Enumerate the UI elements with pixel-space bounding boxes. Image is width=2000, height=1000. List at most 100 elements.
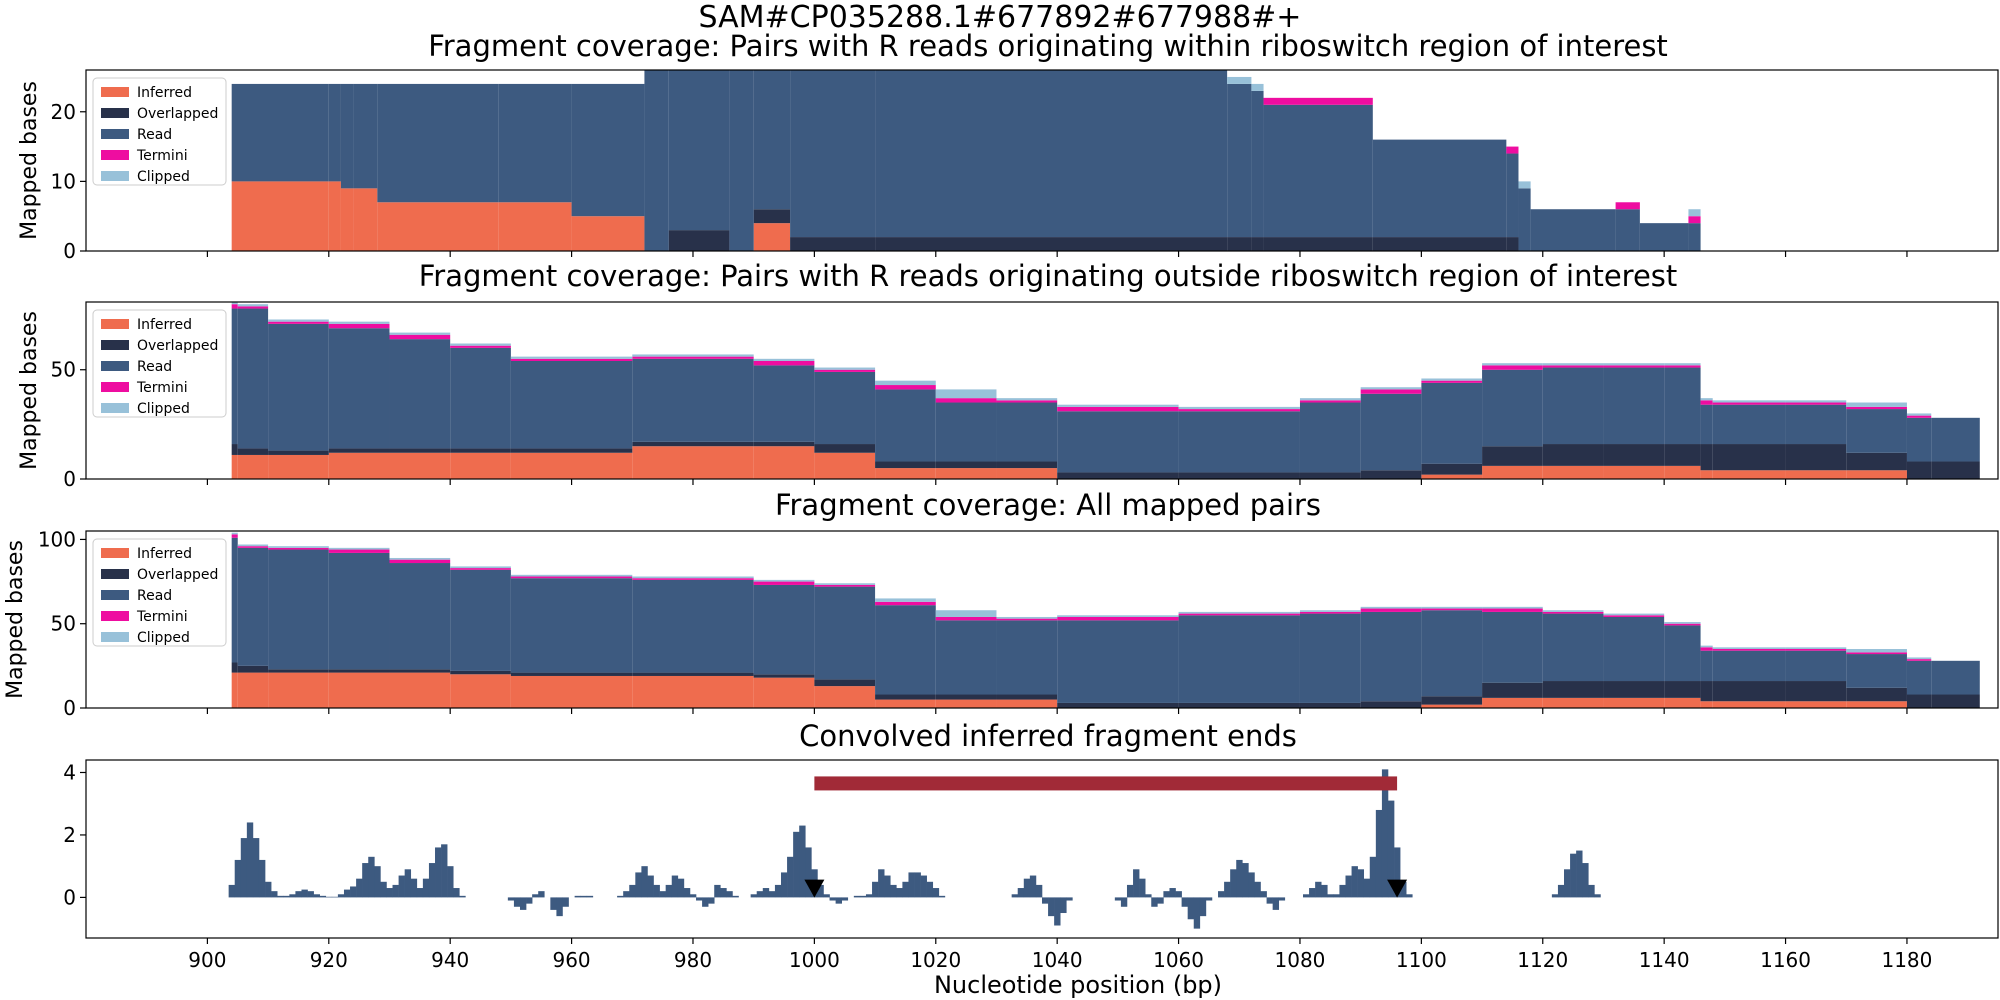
step-clipped-990 [753,358,815,361]
conv-bar-922 [337,894,345,898]
conv-bar-973 [647,875,654,898]
step-overlapped-1092 [1372,237,1507,251]
step-read-924 [353,83,378,189]
conv-bar-1075 [1266,897,1273,904]
step-read-1146 [1700,404,1713,445]
y-tick-label: 50 [51,612,76,636]
step-inferred-922 [340,188,354,251]
conv-bar-1083 [1315,881,1322,898]
step-overlapped-1140 [1664,444,1701,466]
conv-bar-1051 [1120,897,1128,907]
conv-bar-995 [780,872,788,898]
step-termini-990 [753,581,815,585]
step-termini-1146 [1700,647,1713,651]
conv-bar-1053 [1133,869,1140,898]
step-overlapped-1020 [935,694,997,700]
step-overlapped-1120 [1542,681,1604,698]
step-clipped-905 [237,304,269,307]
step-termini-1030 [996,400,1058,403]
x-tick-label: 1080 [1275,948,1326,972]
step-clipped-910 [268,319,329,322]
step-read-1100 [1421,610,1483,697]
step-overlapped-1040 [1057,702,1179,708]
step-termini-970 [632,356,754,359]
step-termini-1140 [1664,365,1701,368]
step-inferred-910 [268,454,329,479]
conv-bar-929 [380,881,387,898]
conv-bar-991 [756,891,764,898]
step-inferred-904 [231,181,329,251]
y-axis-label: Mapped bases [17,81,42,240]
region-bar [814,776,1398,791]
step-termini-920 [328,323,390,329]
conv-bar-1036 [1029,875,1037,898]
conv-bar-934 [410,878,418,898]
conv-bar-1001 [817,884,824,898]
step-clipped-1100 [1421,378,1483,381]
conv-bar-950 [507,897,515,901]
panel-title: Fragment coverage: Pairs with R reads or… [419,259,1678,293]
step-overlapped-1146 [1700,681,1713,702]
axes-frame [85,530,1999,709]
conv-bar-981 [696,897,703,901]
conv-bar-909 [258,859,266,898]
legend-label-overlapped: Overlapped [137,106,218,122]
conv-bar-984 [714,884,721,898]
step-termini-930 [389,559,451,564]
conv-bar-908 [252,838,260,898]
conv-bar-993 [768,891,776,898]
step-read-1068 [1227,83,1252,238]
conv-bar-937 [428,863,436,898]
step-clipped-1120 [1542,610,1604,612]
step-clipped-1000 [814,583,876,585]
marker-triangle-2 [1387,879,1408,898]
legend: Inferred Overlapped Read Termini Clipped [92,309,227,418]
conv-bar-957 [550,897,557,910]
step-read-904 [231,537,238,663]
step-overlapped-1010 [875,694,936,700]
step-inferred-1148 [1712,470,1786,479]
conv-bar-935 [416,888,424,898]
step-termini-950 [510,358,633,361]
conv-bar-980 [689,894,697,898]
step-overlapped-905 [237,448,269,455]
y-tick-label: 2 [63,823,76,847]
y-tick-label: 4 [63,760,76,784]
conv-bar-1095 [1387,800,1395,898]
step-inferred-1148 [1712,701,1786,708]
step-overlapped-1000 [814,444,876,453]
legend-swatch-clipped [101,403,129,413]
step-read-1090 [1360,611,1422,702]
conv-bar-1128 [1588,884,1595,898]
step-clipped-930 [389,332,451,335]
conv-bar-931 [392,884,399,898]
step-inferred-1000 [814,452,876,479]
step-inferred-920 [328,452,390,479]
step-overlapped-1030 [996,461,1058,469]
legend-swatch-read [101,129,129,139]
step-termini-970 [632,578,754,580]
conv-bar-1033 [1011,894,1019,898]
conv-bar-1059 [1169,888,1176,898]
conv-bar-1037 [1035,884,1043,898]
step-read-950 [510,361,633,449]
step-overlapped-950 [510,448,633,453]
step-clipped-1030 [996,398,1058,401]
step-termini-1100 [1421,608,1483,611]
step-read-920 [328,552,390,670]
x-tick-label: 980 [674,948,712,972]
x-tick-label: 1160 [1760,948,1811,972]
step-read-1184 [1931,417,1980,462]
step-read-1132 [1615,209,1640,251]
conv-bar-916 [301,889,308,898]
step-clipped-940 [450,566,511,569]
figure-suptitle: SAM#CP035288.1#677892#677988#+ [698,0,1302,35]
step-inferred-905 [237,672,269,708]
panel-title: Convolved inferred fragment ends [799,719,1297,753]
step-inferred-1010 [875,699,936,708]
step-read-990 [753,365,815,442]
step-termini-1120 [1542,365,1604,368]
legend-swatch-inferred [101,548,129,558]
conv-bar-1065 [1205,897,1213,901]
conv-bar-972 [641,866,648,898]
